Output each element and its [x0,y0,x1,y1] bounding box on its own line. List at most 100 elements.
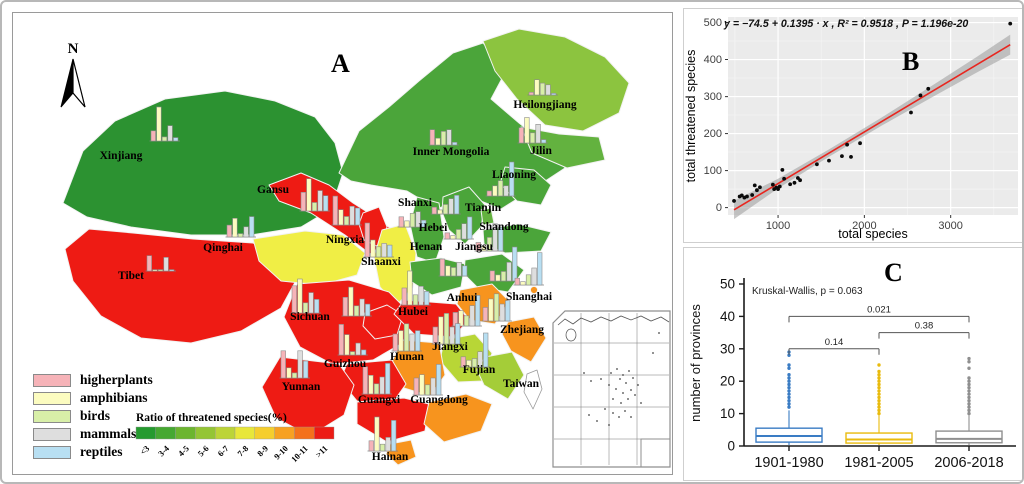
province-label-hebei: Hebei [419,222,449,234]
species-bars-shaanxi [363,222,394,258]
bar-higherplants [392,333,398,352]
bar-amphibians [466,359,472,368]
province-label-jiangsu: Jiangsu [455,241,493,253]
x-axis-title: total species [838,227,907,241]
box-1981-2005 [845,363,913,446]
province-label-liaoning: Liaoning [492,169,536,181]
province-label-guizhou: Guizhou [324,358,367,370]
bar-reptiles [421,219,427,228]
bar-reptiles [424,291,430,306]
panel-c-boxplot: 0 10 20 30 40 50 number of provinces Kruskal-Wa… [683,247,1022,481]
north-arrow-left [60,58,74,108]
bar-higherplants [444,232,450,240]
inset-island-dot [596,420,598,422]
bar-birds [412,294,419,306]
bar-higherplants [280,350,286,379]
inset-island-dot [615,388,617,390]
bar-reptiles [361,349,367,356]
bar-reptiles [415,330,421,352]
scatter-point [827,158,831,163]
legend-item-amphibians: amphibians [33,389,153,407]
species-bars-shanghai [513,252,544,286]
outlier-dot [877,385,881,390]
bar-amphibians [488,298,494,322]
bar-reptiles [483,332,489,368]
y-tick-label: 400 [704,54,722,66]
bar-birds [237,233,244,238]
bar-reptiles [169,269,175,272]
ramp-swatch-10-11 [294,426,315,440]
inset-island-dot [608,384,610,386]
bar-reptiles [391,420,397,452]
p-value-label: 0.38 [915,321,934,332]
province-jilin [520,126,606,169]
bar-mammals [409,333,415,352]
outlier-dot [877,405,881,409]
province-tianjin [480,207,495,226]
outlier-dot [877,382,881,387]
bar-amphibians [297,278,303,314]
bar-reptiles [314,299,320,314]
outlier-dot [787,382,791,387]
x-tick-label: 3000 [938,220,962,232]
scatter-point [840,154,844,159]
legend-item-higherplants: higherplants [33,371,153,389]
outlier-dot [787,402,791,406]
outlier-dot [787,363,791,367]
scatter-point [858,141,862,146]
province-label-anhui: Anhui [447,292,478,304]
province-label-inner_mongolia: Inner Mongolia [413,146,490,158]
inset-island-dot [652,352,654,354]
outlier-dot [967,408,971,413]
inset-island-dot [600,378,602,380]
outlier-dot [877,376,881,380]
bar-amphibians [370,239,376,258]
bar-higherplants [146,255,152,272]
bar-higherplants [528,91,534,96]
outlier-dot [877,379,881,383]
province-guangdong [423,393,493,443]
province-label-taiwan: Taiwan [503,378,540,390]
species-bars-gansu [299,178,330,212]
species-bars-hainan [367,416,398,452]
ramp-title: Ratio of threatened species(%) [136,412,287,424]
bar-higherplants [364,222,370,258]
species-bars-shanxi [397,211,428,228]
outlier-dot [967,360,971,364]
bar-higherplants [338,324,344,356]
inset-hainan-outline [565,328,577,342]
species-bars-tibet [145,255,176,272]
legend-label: mammals [80,426,137,442]
species-bars-tianjin [430,195,461,215]
province-shanghai [530,286,538,294]
bar-amphibians [156,106,162,142]
bar-higherplants [398,216,404,228]
bar-reptiles [475,295,481,327]
outlier-dot [787,392,791,396]
legend-label: birds [80,408,111,424]
bar-birds [500,271,507,282]
bar-reptiles [249,216,255,238]
box-2006-2018 [935,356,1003,446]
province-label-guangxi: Guangxi [358,394,401,406]
bar-reptiles [462,265,468,277]
species-bars-guangxi [361,363,392,395]
legend-swatch [33,409,71,423]
bar-reptiles [467,216,473,240]
scatter-plot-svg: 1000 2000 3000 0 100 200 300 400 500 total specie… [684,17,1018,241]
species-bars-zhejiang [481,293,512,322]
bar-higherplants [291,285,297,314]
scatter-point [782,176,787,181]
comparison-bracket: 0.14 [788,337,880,355]
province-label-yunnan: Yunnan [282,381,321,393]
outlier-dot [787,376,791,380]
scatter-point [918,93,923,98]
bar-reptiles [541,139,547,144]
bar-birds [463,315,470,327]
bar-birds [379,443,386,452]
ramp-tick-label: 9-10 [272,443,290,461]
province-label-shandong: Shandong [479,221,528,233]
bar-birds [311,202,318,212]
box-1901-1980 [755,350,823,446]
bar-higherplants [226,224,232,238]
